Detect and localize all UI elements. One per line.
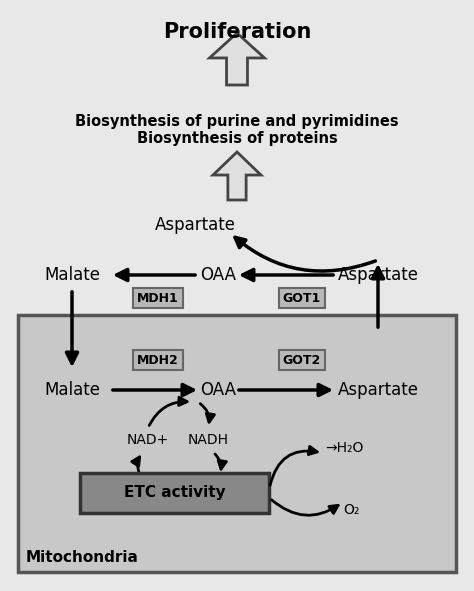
Text: MDH2: MDH2 (137, 353, 179, 366)
Text: Mitochondria: Mitochondria (26, 550, 139, 566)
Polygon shape (213, 152, 261, 200)
Text: GOT1: GOT1 (283, 291, 321, 304)
Text: Malate: Malate (44, 266, 100, 284)
Text: OAA: OAA (200, 381, 236, 399)
FancyBboxPatch shape (18, 315, 456, 572)
Text: Aspartate: Aspartate (155, 216, 236, 234)
Text: O₂: O₂ (343, 503, 359, 517)
Text: ETC activity: ETC activity (124, 485, 226, 501)
Text: NAD+: NAD+ (127, 433, 169, 447)
Text: →H₂O: →H₂O (325, 441, 364, 455)
Text: Biosynthesis of purine and pyrimidines
Biosynthesis of proteins: Biosynthesis of purine and pyrimidines B… (75, 114, 399, 146)
Text: MDH1: MDH1 (137, 291, 179, 304)
Text: GOT2: GOT2 (283, 353, 321, 366)
Text: Proliferation: Proliferation (163, 22, 311, 42)
FancyBboxPatch shape (81, 473, 270, 513)
Text: Aspartate: Aspartate (337, 266, 419, 284)
Polygon shape (210, 33, 264, 85)
Text: OAA: OAA (200, 266, 236, 284)
Text: NADH: NADH (188, 433, 228, 447)
Text: Malate: Malate (44, 381, 100, 399)
Text: Aspartate: Aspartate (337, 381, 419, 399)
